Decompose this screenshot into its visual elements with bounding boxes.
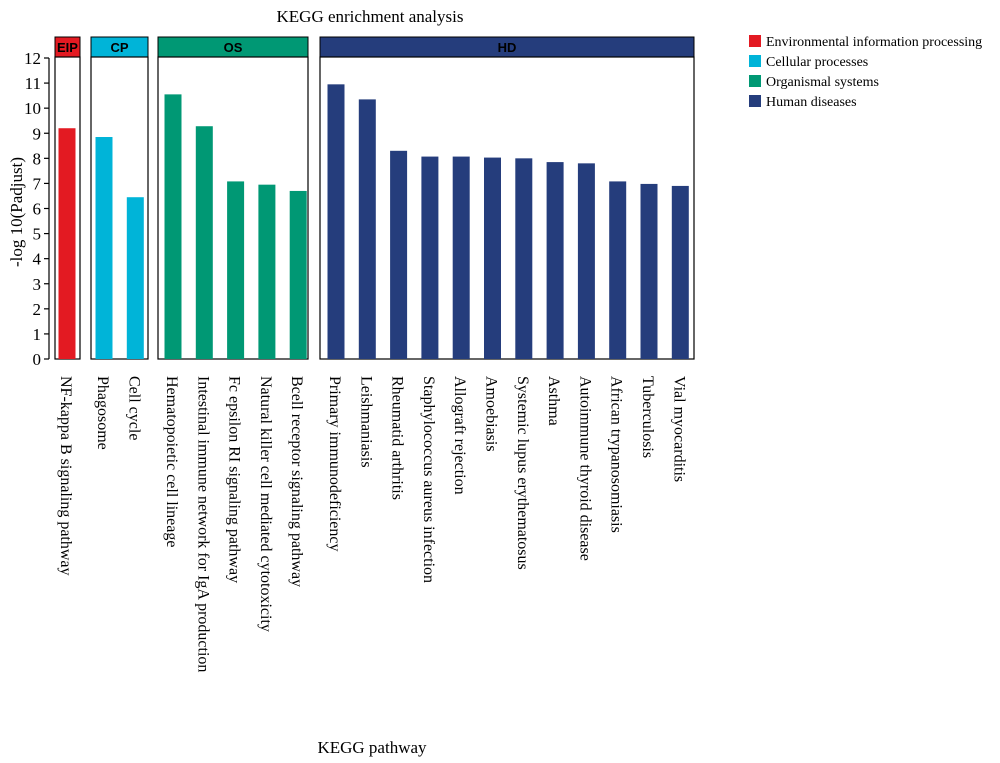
legend-swatch	[749, 55, 761, 67]
legend: Environmental information processing Cell…	[749, 35, 982, 110]
y-tick-label: 10	[24, 99, 41, 118]
bar	[58, 128, 76, 359]
y-tick-label: 3	[33, 275, 42, 294]
bar	[546, 162, 564, 359]
x-tick-label: Systemic lupus erythematosus	[514, 376, 531, 570]
bar	[358, 99, 376, 359]
legend-label: Environmental information processing	[766, 35, 982, 50]
y-tick-label: 12	[24, 49, 41, 68]
bar	[258, 184, 276, 359]
x-tick-label: Allograft rejection	[451, 376, 468, 495]
y-tick-label: 11	[25, 74, 41, 93]
legend-label: Cellular processes	[766, 55, 868, 70]
bar	[327, 84, 345, 360]
bar	[390, 150, 408, 359]
legend-swatch	[749, 75, 761, 87]
x-tick-label: Intestinal immune network for IgA produc…	[194, 376, 211, 672]
y-tick-label: 2	[33, 300, 42, 319]
bar	[671, 185, 689, 359]
bar	[577, 163, 595, 359]
x-tick-label: Asthma	[545, 376, 562, 426]
y-tick-label: 8	[33, 149, 42, 168]
y-tick-label: 4	[33, 250, 42, 269]
group-panel-frame	[90, 56, 149, 360]
bar	[515, 158, 533, 359]
legend-label: Human diseases	[766, 95, 857, 110]
bar	[95, 137, 113, 359]
bar	[640, 183, 658, 359]
x-tick-label: Vial myocarditis	[670, 376, 687, 482]
group-header-label: OS	[224, 40, 243, 55]
group-panel-frame	[319, 56, 695, 360]
x-axis-label: KEGG pathway	[317, 738, 427, 757]
bar	[609, 181, 627, 359]
x-tick-label: African trypanosomiasis	[608, 376, 625, 533]
y-tick-label: 1	[33, 325, 42, 344]
group-header-label: EIP	[57, 40, 78, 55]
x-tick-label: Hematopoietic cell lineage	[163, 376, 180, 547]
bar	[164, 94, 182, 359]
x-tick-label: Rheumatid arthritis	[389, 376, 406, 500]
y-tick-label: 0	[33, 350, 42, 369]
group-header-label: HD	[498, 40, 517, 55]
legend-swatch	[749, 35, 761, 47]
y-tick-label: 9	[33, 124, 42, 143]
x-tick-label: Leishmaniasis	[357, 376, 374, 468]
chart-title: KEGG enrichment analysis	[277, 7, 464, 26]
bar	[484, 157, 501, 359]
y-tick-label: 5	[33, 225, 42, 244]
bar	[126, 197, 144, 359]
bar	[227, 181, 245, 359]
y-tick-label: 7	[33, 174, 42, 193]
bar	[195, 126, 213, 359]
x-tick-label: Amoebiasis	[483, 376, 500, 452]
x-tick-label: Primary immunodeficiency	[326, 376, 343, 552]
group-header-label: CP	[110, 40, 128, 55]
x-tick-label: Natural killer cell mediated cytotoxicit…	[257, 376, 274, 632]
bar	[289, 190, 307, 359]
x-tick-label: Staphylococcus aureus infection	[420, 376, 437, 583]
x-tick-label: Bcell receptor signaling pathway	[288, 376, 305, 587]
x-tick-label: Tuberculosis	[639, 376, 656, 458]
bar	[421, 156, 439, 359]
x-tick-label: Cell cycle	[125, 376, 142, 440]
bar	[452, 156, 470, 359]
y-tick-label: 6	[33, 200, 42, 219]
x-tick-label: Phagosome	[94, 376, 111, 450]
x-tick-label: Autoimmune thyroid disease	[576, 376, 593, 561]
legend-swatch	[749, 95, 761, 107]
x-tick-label: Fc epsilon RI signaling pathway	[226, 376, 243, 583]
legend-label: Organismal systems	[766, 75, 879, 90]
y-axis-label: -log 10(Padjust)	[7, 157, 26, 267]
x-tick-label: NF-kappa B signaling pathway	[57, 376, 74, 576]
